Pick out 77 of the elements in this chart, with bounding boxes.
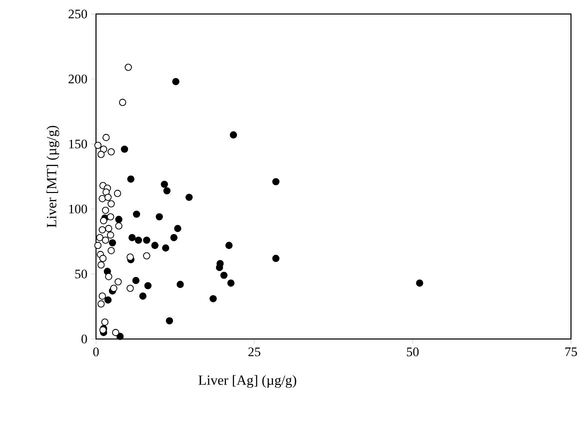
x-tick-label: 50: [406, 348, 419, 356]
y-axis-title: Liver [MT] (µg/g): [46, 126, 60, 228]
point: [176, 280, 184, 288]
point: [132, 276, 140, 284]
point: [186, 194, 193, 201]
x-tick-label: 75: [565, 348, 577, 356]
point: [162, 244, 170, 252]
point: [105, 273, 112, 280]
point: [110, 284, 118, 292]
point: [102, 134, 110, 142]
point: [156, 213, 163, 220]
point: [97, 300, 105, 308]
x-tick-label: 25: [248, 348, 260, 356]
point: [114, 190, 122, 197]
point: [227, 280, 234, 287]
point: [128, 234, 136, 242]
point: [115, 222, 122, 230]
point: [104, 296, 112, 304]
point: [108, 239, 116, 246]
y-tick-label: 200: [68, 74, 87, 84]
point: [144, 282, 152, 290]
point: [119, 98, 126, 106]
point: [139, 292, 146, 300]
point: [106, 231, 114, 239]
point: [127, 176, 134, 183]
y-tick-label: 0: [82, 334, 87, 344]
point: [108, 200, 115, 208]
point: [98, 292, 106, 300]
point: [225, 242, 233, 249]
point: [210, 295, 217, 302]
point: [106, 213, 114, 220]
point: [98, 226, 106, 234]
point: [172, 78, 180, 86]
point: [96, 234, 104, 242]
y-tick-label: 150: [69, 140, 87, 148]
y-tick-label: 250: [68, 10, 87, 18]
point: [126, 254, 134, 261]
y-tick-label: 100: [69, 204, 87, 214]
x-axis-title: Liver [Ag] (µg/g): [198, 375, 296, 388]
point: [272, 254, 280, 262]
point: [105, 224, 112, 232]
point: [108, 148, 115, 156]
point: [100, 217, 108, 224]
point: [114, 278, 122, 286]
point: [134, 236, 142, 244]
point: [220, 272, 228, 279]
point: [104, 194, 112, 201]
point: [132, 210, 140, 218]
point: [126, 284, 134, 292]
point: [97, 261, 105, 268]
y-tick-label: 50: [75, 270, 87, 278]
point: [101, 318, 108, 326]
point: [116, 332, 124, 340]
point: [102, 206, 110, 214]
point: [120, 146, 128, 153]
point: [99, 254, 107, 262]
point: [112, 328, 120, 336]
point: [416, 280, 424, 287]
point: [272, 178, 280, 186]
point: [143, 236, 150, 244]
point: [100, 146, 108, 153]
point: [174, 224, 182, 232]
point: [124, 64, 132, 71]
point: [160, 180, 168, 188]
point: [97, 150, 105, 158]
point: [143, 252, 150, 260]
point: [102, 236, 110, 244]
point: [94, 242, 102, 249]
point: [151, 242, 158, 249]
x-tick-label: 0: [93, 348, 99, 356]
point: [166, 317, 174, 324]
point: [230, 131, 238, 138]
point: [170, 234, 178, 242]
point: [163, 187, 171, 194]
point: [108, 247, 115, 254]
point: [94, 142, 102, 149]
point: [115, 216, 122, 223]
